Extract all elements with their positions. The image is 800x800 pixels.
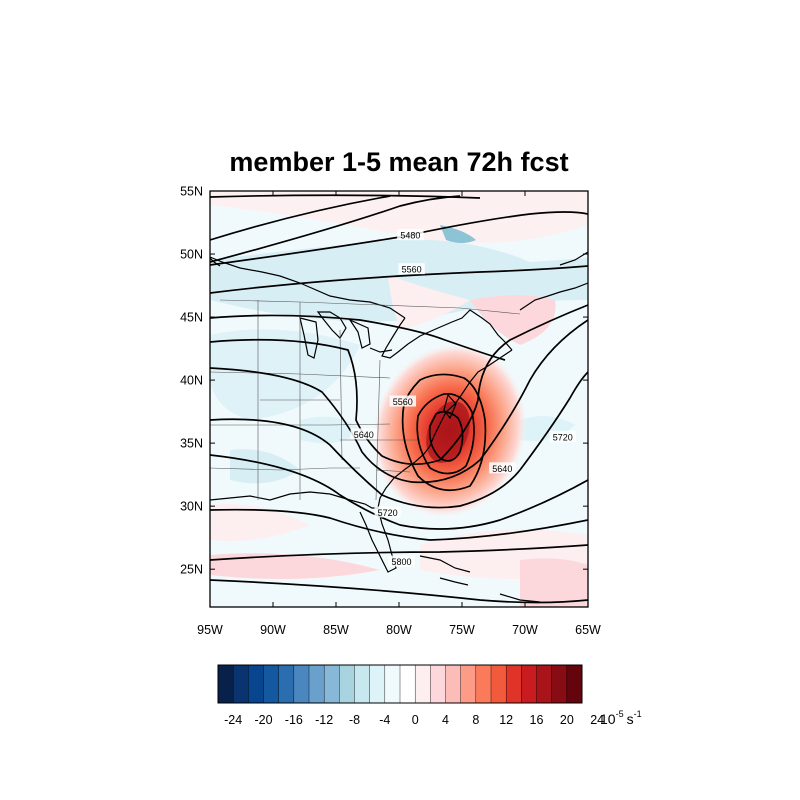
lat-tick-label: 25N xyxy=(180,563,203,577)
contour-label: 5560 xyxy=(402,265,422,275)
colorbar-swatch xyxy=(308,664,325,704)
contour-label: 5640 xyxy=(492,464,512,474)
colorbar-swatch xyxy=(232,664,249,704)
contour-label-bg xyxy=(389,395,416,407)
colorbar-swatch xyxy=(475,664,492,704)
lon-tick-label: 90W xyxy=(260,623,286,637)
colorbar-swatch xyxy=(278,664,295,704)
contour-label: 5640 xyxy=(354,430,374,440)
colorbar-label: 4 xyxy=(442,713,449,727)
colorbar-swatch xyxy=(339,664,356,704)
colorbar-label: 12 xyxy=(499,713,513,727)
longitude-axis: 95W 90W 85W 80W 75W 70W 65W xyxy=(197,191,601,637)
colorbar-swatch xyxy=(384,664,401,704)
colorbar-swatch xyxy=(430,664,447,704)
colorbar-swatch xyxy=(414,664,431,704)
contour-label-bg xyxy=(489,462,516,474)
colorbar-label: 24 xyxy=(590,713,604,727)
coastlines xyxy=(210,251,588,603)
colorbar-swatch xyxy=(566,664,583,704)
contour-label: 5800 xyxy=(392,557,412,567)
lon-tick-label: 85W xyxy=(323,623,349,637)
contour-label: 5560 xyxy=(393,397,413,407)
state-borders xyxy=(210,299,521,501)
colorbar-swatch xyxy=(460,664,477,704)
height-contours xyxy=(210,194,588,604)
lat-tick-label: 50N xyxy=(180,248,203,262)
colorbar-frame xyxy=(217,664,583,704)
colorbar-swatch xyxy=(354,664,371,704)
contour-labels: 5480 5560 5560 5640 5640 5720 5720 5800 xyxy=(350,229,576,567)
colorbar-swatch xyxy=(293,664,310,704)
colorbar-label: -4 xyxy=(379,713,390,727)
colorbar-swatch xyxy=(263,664,280,704)
map-area: 5480 5560 5560 5640 5640 5720 5720 5800 xyxy=(210,191,588,607)
colorbar-label: -16 xyxy=(285,713,303,727)
colorbar-label: -20 xyxy=(254,713,272,727)
lat-tick-label: 45N xyxy=(180,311,203,325)
colorbar-label: 8 xyxy=(472,713,479,727)
lon-tick-label: 95W xyxy=(197,623,223,637)
lon-tick-label: 75W xyxy=(449,623,475,637)
colorbar-label: 16 xyxy=(530,713,544,727)
colorbar-label: -8 xyxy=(349,713,360,727)
contour-label: 5480 xyxy=(400,231,420,241)
lat-tick-label: 35N xyxy=(180,437,203,451)
colorbar-label: -12 xyxy=(315,713,333,727)
lon-tick-label: 70W xyxy=(512,623,538,637)
contour-label-bg xyxy=(374,506,401,518)
lon-tick-label: 80W xyxy=(386,623,412,637)
colorbar-swatch xyxy=(521,664,537,704)
contour-label-bg xyxy=(397,229,424,241)
lat-tick-label: 55N xyxy=(180,185,203,199)
lon-tick-label: 65W xyxy=(575,623,601,637)
colorbar-swatch xyxy=(490,664,507,704)
colorbar: -24 -20 -16 -12 -8 -4 0 4 8 12 16 20 24 10-5 s-1 xyxy=(217,664,642,727)
lat-tick-label: 40N xyxy=(180,374,203,388)
contour-label-bg xyxy=(549,430,576,442)
colorbar-label: 0 xyxy=(412,713,419,727)
colorbar-swatch xyxy=(369,664,386,704)
colorbar-swatch xyxy=(445,664,462,704)
colorbar-unit: 10-5 s-1 xyxy=(600,709,642,727)
vorticity-field xyxy=(210,191,588,607)
lat-tick-label: 30N xyxy=(180,500,203,514)
contour-label-bg xyxy=(350,428,377,440)
colorbar-swatch xyxy=(248,664,264,704)
map-title: member 1-5 mean 72h fcst xyxy=(229,147,568,177)
colorbar-swatch xyxy=(399,664,416,704)
colorbar-label: 20 xyxy=(560,713,574,727)
colorbar-swatch xyxy=(217,664,234,704)
colorbar-swatch xyxy=(536,664,553,704)
contour-label-bg xyxy=(398,263,425,275)
colorbar-swatch xyxy=(551,664,568,704)
colorbar-swatch xyxy=(505,664,522,704)
contour-label-bg xyxy=(388,555,415,567)
colorbar-swatch xyxy=(323,664,340,704)
contour-label: 5720 xyxy=(553,432,573,442)
colorbar-label: -24 xyxy=(224,713,242,727)
latitude-axis: 55N 50N 45N 40N 35N 30N 25N xyxy=(180,185,588,577)
contour-label: 5720 xyxy=(378,508,398,518)
